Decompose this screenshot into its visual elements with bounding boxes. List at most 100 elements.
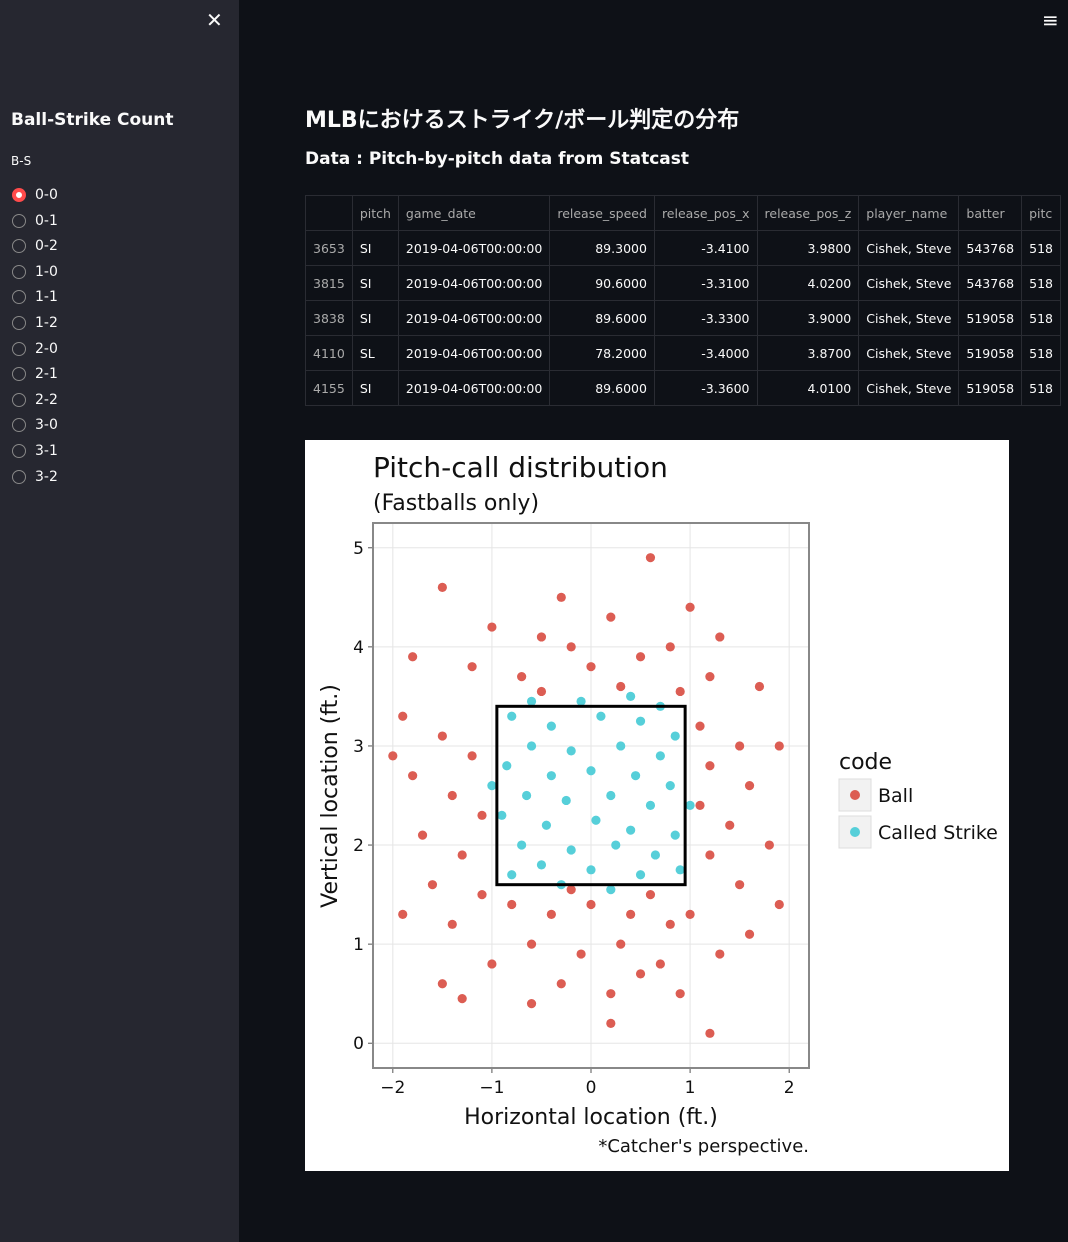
data-point	[487, 780, 497, 791]
radio-option[interactable]: 0-2	[12, 238, 58, 254]
table-cell: 4.0100	[756, 370, 860, 406]
radio-label: B-S	[11, 154, 32, 168]
table-cell: Cishek, Steve	[858, 230, 960, 266]
table-cell: 3653	[305, 230, 353, 266]
table-cell: -3.3600	[653, 370, 758, 406]
radio-option[interactable]: 1-0	[12, 264, 58, 280]
data-point	[566, 642, 576, 652]
index-header	[305, 195, 353, 231]
table-cell: -3.3300	[653, 300, 758, 336]
data-point	[606, 612, 616, 622]
menu-button[interactable]: ≡	[1042, 8, 1059, 32]
data-point	[606, 885, 616, 895]
table-cell: Cishek, Steve	[858, 335, 960, 371]
column-header: pitc	[1021, 195, 1061, 231]
data-point	[561, 795, 571, 806]
page-title: MLBにおけるストライク/ボール判定の分布	[305, 108, 740, 133]
table-cell: SI	[351, 265, 399, 301]
table-row: 3815 SI 2019-04-06T00:00:00 90.6000 -3.3100 4…	[305, 265, 1061, 301]
radio-option[interactable]: 1-2	[12, 315, 58, 331]
table-cell: 4155	[305, 370, 353, 406]
column-header: player_name	[858, 195, 960, 231]
data-point	[467, 662, 477, 672]
table-cell: Cishek, Steve	[858, 370, 960, 406]
radio-circle	[12, 444, 26, 458]
radio-option[interactable]: 0-0	[12, 187, 58, 203]
radio-circle	[12, 316, 26, 330]
data-point	[556, 592, 566, 602]
chart-title: Pitch-call distribution	[373, 451, 668, 484]
radio-option[interactable]: 2-2	[12, 392, 58, 408]
table-cell: 518	[1021, 370, 1061, 406]
radio-option[interactable]: 3-1	[12, 443, 58, 459]
data-point	[695, 721, 705, 731]
data-point	[566, 746, 576, 756]
radio-text: 0-1	[35, 212, 58, 229]
data-point	[635, 716, 646, 726]
data-point	[437, 731, 447, 741]
data-point	[616, 939, 626, 949]
data-point	[526, 998, 537, 1009]
radio-text: 3-1	[35, 443, 58, 459]
panel-border	[372, 522, 810, 1069]
radio-text: 0-0	[35, 187, 58, 203]
radio-circle	[12, 213, 26, 228]
data-point	[606, 989, 616, 999]
radio-option[interactable]: 1-1	[12, 289, 58, 305]
table-cell: Cishek, Steve	[858, 300, 960, 336]
data-point	[507, 870, 517, 880]
radio-option[interactable]: 2-0	[12, 341, 58, 357]
table-cell: 3.8700	[756, 335, 860, 371]
data-point	[566, 885, 576, 895]
x-tick-label: 1	[685, 1078, 696, 1098]
table-row: 3653 SI 2019-04-06T00:00:00 89.3000 -3.4100 3…	[305, 230, 1061, 266]
data-point	[417, 830, 428, 840]
table-cell: 3.9000	[756, 300, 860, 336]
data-point	[735, 741, 745, 751]
radio-option[interactable]: 2-1	[12, 366, 58, 382]
data-point	[457, 850, 467, 860]
data-point	[715, 632, 725, 642]
data-point	[477, 810, 487, 820]
data-point	[536, 860, 547, 870]
table-cell: 3838	[305, 300, 353, 336]
y-tick-label: 1	[353, 935, 364, 955]
radio-option[interactable]: 3-2	[12, 469, 58, 485]
data-point	[536, 686, 547, 697]
data-point	[685, 800, 695, 811]
table-cell: 519058	[958, 370, 1023, 406]
y-tick-label: 4	[353, 638, 364, 658]
data-point	[635, 870, 646, 880]
data-point	[645, 800, 656, 811]
data-point	[517, 671, 527, 682]
table-cell: 90.6000	[549, 265, 655, 301]
data-point	[526, 741, 537, 751]
data-point	[616, 741, 626, 751]
table-cell: 3815	[305, 265, 353, 301]
close-button[interactable]: ✕	[206, 8, 223, 32]
table-cell: 89.3000	[549, 230, 655, 266]
data-point	[566, 845, 576, 855]
table-cell: 2019-04-06T00:00:00	[397, 300, 551, 336]
data-point	[596, 711, 606, 721]
data-point	[517, 840, 527, 850]
data-point	[655, 959, 665, 969]
data-point	[526, 939, 537, 949]
table-cell: SI	[351, 300, 399, 336]
column-header: release_pos_x	[653, 195, 758, 231]
table-row: 4110 SL 2019-04-06T00:00:00 78.2000 -3.4000 3…	[305, 335, 1061, 371]
x-tick-label: −2	[380, 1078, 405, 1098]
column-header: game_date	[397, 195, 551, 231]
radio-text: 1-2	[35, 315, 58, 331]
data-point	[774, 899, 784, 910]
legend-marker	[850, 827, 860, 837]
radio-option[interactable]: 3-0	[12, 417, 58, 433]
radio-circle	[12, 341, 26, 356]
data-point	[645, 889, 656, 900]
data-point	[675, 686, 685, 697]
data-point	[388, 751, 398, 761]
data-point	[705, 1028, 715, 1038]
data-point	[546, 909, 556, 920]
radio-option[interactable]: 0-1	[12, 213, 58, 229]
